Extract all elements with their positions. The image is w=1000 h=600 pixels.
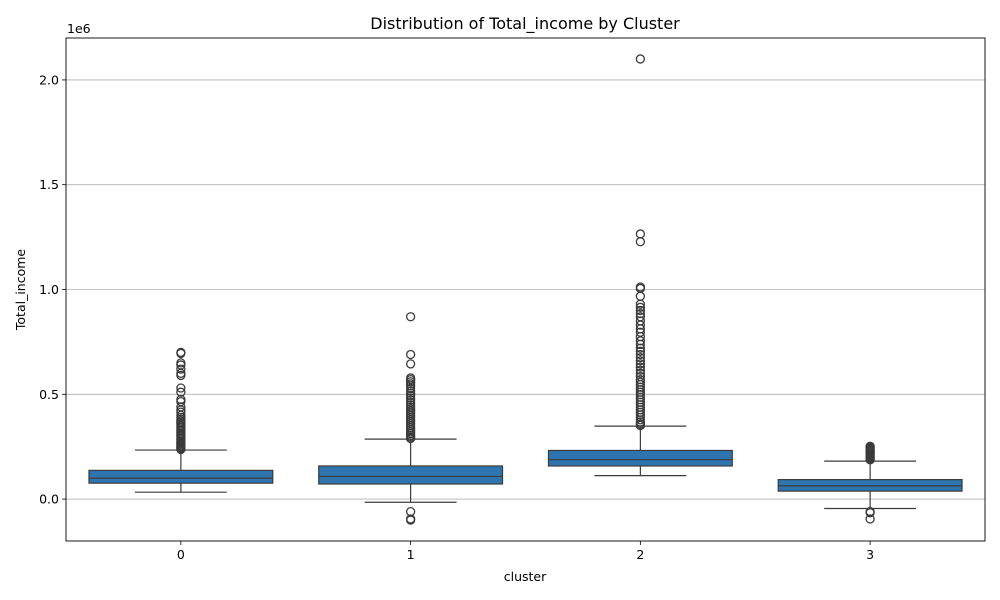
outlier-point (635, 291, 646, 301)
x-tick-label-1: 1 (407, 547, 415, 562)
outlier-point (405, 349, 416, 360)
outlier-point (635, 299, 646, 309)
outlier-point (176, 348, 186, 359)
y-tick-label-4: 2.0 (39, 72, 59, 87)
outlier-point (176, 370, 186, 381)
outlier-point (635, 349, 646, 360)
outlier-point (405, 433, 416, 444)
box-group-cluster-3 (777, 441, 963, 524)
outlier-point (176, 444, 186, 455)
outlier-point (865, 514, 875, 524)
outlier-point (635, 237, 646, 247)
outlier-point (635, 356, 646, 366)
y-tick-label-1: 0.5 (39, 387, 59, 402)
outlier-point (176, 364, 186, 374)
outlier-point (635, 346, 646, 356)
chart-title: Distribution of Total_income by Cluster (370, 14, 680, 34)
outlier-point (405, 359, 416, 369)
outlier-point (405, 381, 416, 391)
outlier-point (635, 229, 646, 239)
axes: 0.0 0.5 1.0 1.5 2.0 0 1 2 3 (39, 37, 986, 562)
box-iqr (318, 465, 504, 485)
box-iqr (547, 449, 733, 467)
grid-lines (66, 79, 985, 500)
y-axis-offset-label: 1e6 (67, 21, 91, 36)
outlier-point (635, 343, 646, 353)
outlier-point (176, 383, 186, 393)
outlier-point (405, 515, 416, 525)
box-group-cluster-2 (547, 54, 733, 477)
x-tick-label-3: 3 (866, 547, 874, 562)
outlier-point (635, 352, 646, 363)
outlier-point (635, 420, 646, 431)
outlier-point (635, 410, 646, 420)
box-group-cluster-1 (318, 312, 504, 525)
plot-frame (65, 37, 986, 542)
outlier-point (635, 368, 646, 378)
box-iqr (88, 469, 274, 484)
outlier-point (635, 336, 646, 346)
outlier-point (635, 302, 646, 312)
outlier-point (635, 54, 646, 64)
outlier-point (635, 365, 646, 375)
outlier-point (405, 383, 416, 394)
outlier-point (635, 359, 646, 369)
box-group-cluster-0 (88, 347, 274, 493)
outlier-point (405, 312, 416, 322)
outlier-point (635, 362, 646, 372)
y-tick-label-0: 0.0 (39, 492, 59, 507)
x-axis-label: cluster (504, 569, 547, 584)
outlier-point (635, 305, 646, 316)
outlier-point (635, 339, 646, 350)
y-tick-label-2: 1.0 (39, 282, 59, 297)
outlier-point (176, 387, 186, 397)
x-tick-label-2: 2 (636, 547, 644, 562)
y-tick-label-3: 1.5 (39, 177, 59, 192)
box-layer (88, 54, 963, 525)
outlier-point (865, 508, 875, 518)
x-tick-label-0: 0 (177, 547, 185, 562)
outlier-point (635, 320, 646, 330)
outlier-point (635, 308, 646, 319)
y-axis-label: Total_income (13, 249, 28, 332)
outlier-point (865, 455, 875, 465)
outlier-point (176, 407, 186, 417)
